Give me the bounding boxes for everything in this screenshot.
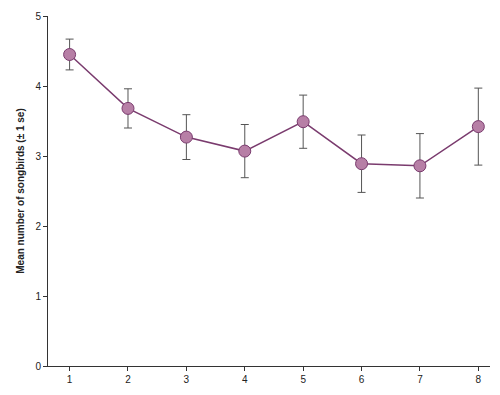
svg-text:0: 0 xyxy=(35,361,41,372)
svg-text:3: 3 xyxy=(35,151,41,162)
svg-text:5: 5 xyxy=(35,11,41,22)
svg-text:2: 2 xyxy=(125,374,131,385)
svg-text:7: 7 xyxy=(417,374,423,385)
svg-text:4: 4 xyxy=(242,374,248,385)
svg-text:4: 4 xyxy=(35,81,41,92)
svg-text:8: 8 xyxy=(476,374,482,385)
svg-text:5: 5 xyxy=(300,374,306,385)
svg-text:Mean number of songbirds (± 1: Mean number of songbirds (± 1 se) xyxy=(15,108,26,274)
svg-text:6: 6 xyxy=(359,374,365,385)
svg-text:1: 1 xyxy=(67,374,73,385)
svg-text:3: 3 xyxy=(184,374,190,385)
svg-text:1: 1 xyxy=(35,291,41,302)
svg-text:2: 2 xyxy=(35,221,41,232)
